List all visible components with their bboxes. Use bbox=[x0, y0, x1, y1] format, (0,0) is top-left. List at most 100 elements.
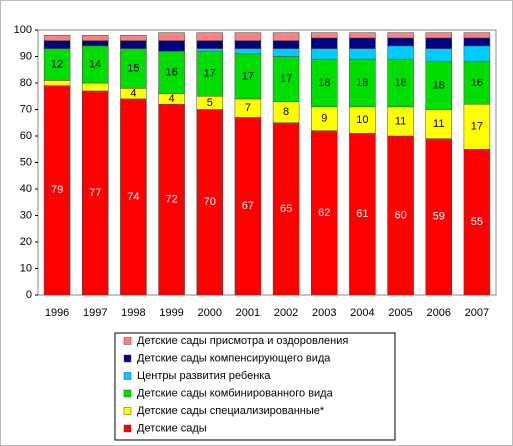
y-tick-label: 80 bbox=[20, 77, 32, 89]
data-label: 15 bbox=[127, 62, 139, 74]
bar-segment bbox=[387, 135, 414, 296]
data-label: 55 bbox=[471, 216, 483, 228]
legend-swatch bbox=[123, 389, 132, 398]
legend-label: Детские сады bbox=[137, 422, 207, 434]
x-tick-label: 1997 bbox=[83, 307, 107, 319]
x-tick-label: 2002 bbox=[274, 307, 298, 319]
data-label: 67 bbox=[242, 200, 254, 212]
bar-segment bbox=[311, 32, 338, 39]
bar-segment bbox=[158, 103, 185, 296]
data-label: 18 bbox=[433, 80, 445, 92]
data-label: 74 bbox=[127, 191, 139, 203]
bar-segment bbox=[196, 109, 223, 296]
bar-segment bbox=[463, 149, 491, 296]
bar-segment bbox=[311, 130, 338, 296]
data-label: 18 bbox=[394, 77, 406, 89]
legend-label: Центры развития ребенка bbox=[137, 370, 271, 382]
bar-segment bbox=[425, 48, 452, 63]
data-label: 14 bbox=[89, 58, 101, 70]
x-tick-label: 2005 bbox=[388, 307, 412, 319]
legend-label: Детские сады комбинированного вида bbox=[137, 387, 334, 399]
bar-segment bbox=[425, 32, 452, 39]
data-label: 79 bbox=[51, 184, 63, 196]
x-tick-label: 2001 bbox=[236, 307, 260, 319]
y-tick-label: 90 bbox=[20, 50, 32, 62]
data-label: 18 bbox=[318, 77, 330, 89]
data-label: 61 bbox=[356, 208, 368, 220]
bar-segment bbox=[196, 50, 223, 97]
bar-segment bbox=[43, 80, 71, 86]
y-tick-label: 50 bbox=[20, 156, 32, 168]
bar-segment bbox=[272, 32, 300, 41]
x-tick-label: 1999 bbox=[159, 307, 183, 319]
x-tick-label: 2003 bbox=[312, 307, 336, 319]
legend-label: Детские сады специализированные* bbox=[137, 405, 325, 417]
bar-segment bbox=[463, 32, 491, 39]
x-tick-label: 1998 bbox=[121, 307, 145, 319]
data-label: 60 bbox=[394, 209, 406, 221]
bar-segment bbox=[272, 56, 300, 102]
bar-segment bbox=[158, 32, 185, 41]
bar-segment bbox=[311, 48, 338, 60]
x-tick-label: 1996 bbox=[45, 307, 69, 319]
data-label: 9 bbox=[321, 113, 327, 125]
bar-segment bbox=[120, 40, 147, 49]
bar-segment bbox=[349, 133, 376, 296]
y-tick-label: 0 bbox=[26, 289, 32, 301]
bar-segment bbox=[234, 117, 262, 296]
y-tick-label: 10 bbox=[20, 262, 32, 274]
legend-swatch bbox=[123, 337, 132, 345]
bar-segment bbox=[387, 32, 414, 39]
bar-segment bbox=[158, 40, 185, 52]
bar-segment bbox=[82, 40, 109, 47]
bar-segment bbox=[43, 48, 71, 81]
bar-segment bbox=[463, 45, 491, 63]
y-tick-label: 70 bbox=[20, 103, 32, 115]
bar-segment bbox=[425, 109, 452, 139]
bar-segment bbox=[463, 61, 491, 105]
bar-segment bbox=[120, 35, 147, 41]
bar-segment bbox=[196, 48, 223, 52]
legend-label: Детские сады присмотра и оздоровления bbox=[137, 335, 348, 347]
bar-segment bbox=[234, 53, 262, 100]
bar-segment bbox=[158, 50, 185, 94]
bar-segment bbox=[387, 45, 414, 60]
bar-segment bbox=[349, 106, 376, 134]
x-tick-label: 2004 bbox=[350, 307, 374, 319]
bar-segment bbox=[311, 37, 338, 49]
y-tick-label: 60 bbox=[20, 130, 32, 142]
data-label: 11 bbox=[395, 115, 406, 127]
y-tick-label: 20 bbox=[20, 236, 32, 248]
data-label: 5 bbox=[207, 97, 213, 109]
data-label: 16 bbox=[471, 77, 483, 89]
bar-segment bbox=[120, 98, 147, 296]
bar-segment bbox=[196, 40, 223, 49]
data-label: 70 bbox=[204, 196, 216, 208]
bar-segment bbox=[196, 32, 223, 41]
data-label: 17 bbox=[204, 68, 216, 80]
legend-swatch bbox=[123, 407, 132, 415]
x-tick-label: 2006 bbox=[427, 307, 451, 319]
data-label: 77 bbox=[89, 187, 101, 199]
bar-segment bbox=[349, 58, 376, 108]
bar-segment bbox=[43, 35, 71, 41]
bar-segment bbox=[43, 85, 71, 296]
bar-segment bbox=[463, 37, 491, 47]
data-label: 18 bbox=[356, 77, 368, 89]
y-tick-label: 40 bbox=[20, 183, 32, 195]
data-label: 65 bbox=[280, 203, 292, 215]
bar-segment bbox=[387, 37, 414, 47]
plot-frame bbox=[37, 29, 497, 296]
data-label: 11 bbox=[433, 118, 444, 130]
bar-segment bbox=[43, 40, 71, 49]
bar-segment bbox=[272, 48, 300, 57]
legend-swatch bbox=[123, 424, 132, 433]
bar-segment bbox=[349, 37, 376, 49]
legend-label: Детские сады компенсирующего вида bbox=[137, 352, 331, 364]
data-label: 17 bbox=[280, 73, 292, 85]
data-label: 72 bbox=[165, 194, 177, 206]
bar-segment bbox=[234, 32, 262, 41]
bar-segment bbox=[311, 58, 338, 108]
bar-segment bbox=[234, 48, 262, 55]
